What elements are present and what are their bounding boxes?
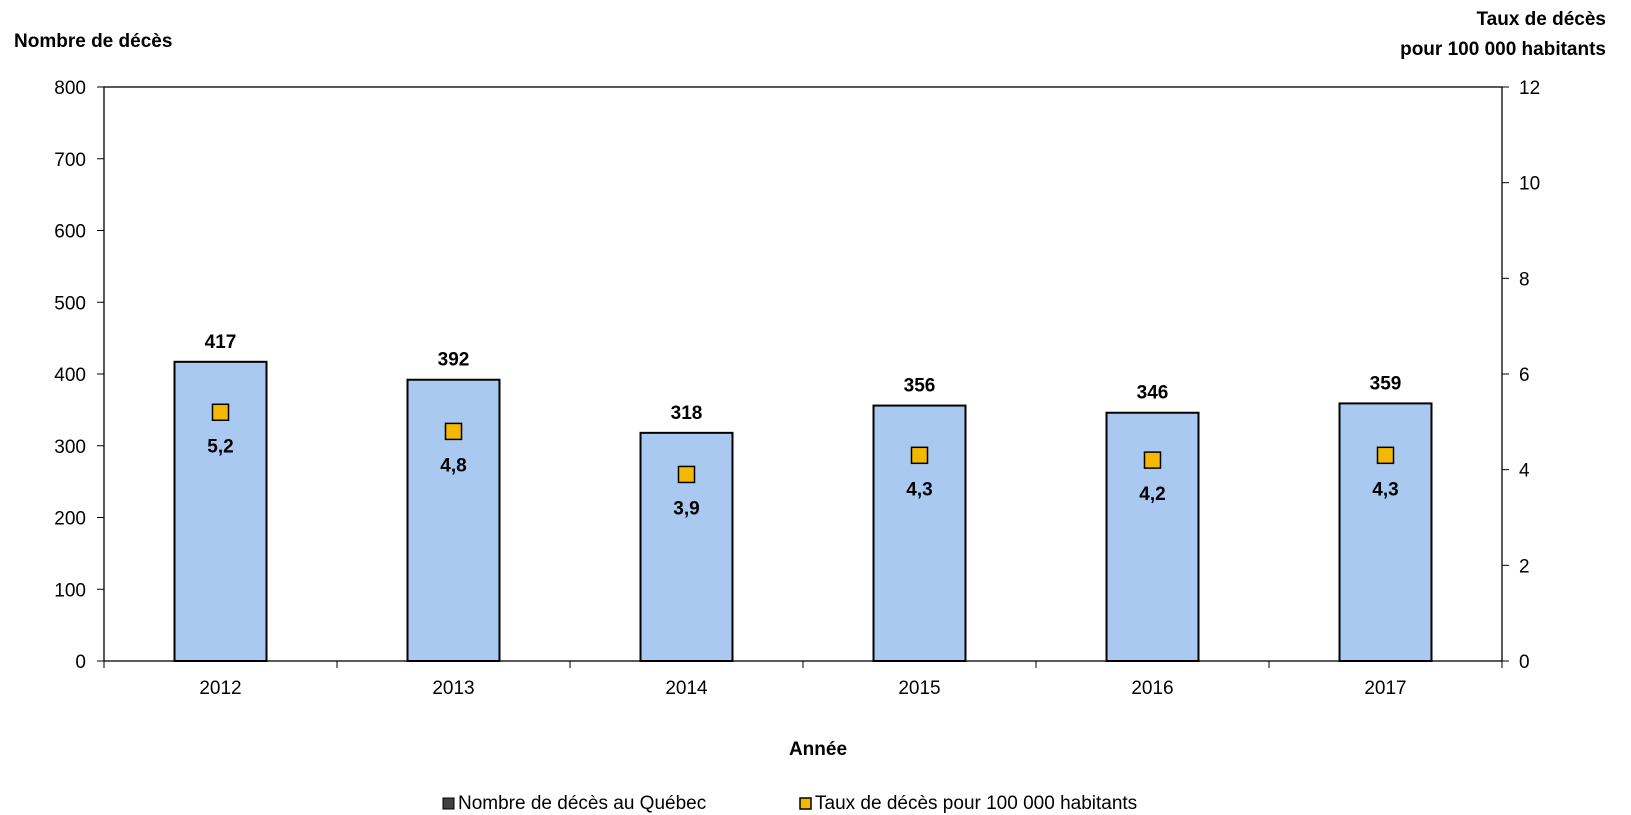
bar-value-label: 318	[671, 403, 703, 424]
x-tick-label: 2016	[1131, 678, 1173, 699]
rate-value-label: 4,2	[1139, 484, 1165, 505]
y-axis-title-left: Nombre de décès	[14, 31, 172, 52]
bar-value-label: 359	[1370, 373, 1402, 394]
bar-value-label: 356	[904, 376, 936, 397]
y-tick-label-left: 500	[54, 293, 86, 314]
y-tick-label-left: 600	[54, 222, 86, 243]
plot-frame	[103, 86, 1503, 662]
plot-area: 0 100 200 300 400 500 600 700 800 0 2 4 6 8 10 12 417 5,2…	[54, 78, 1540, 699]
bar	[406, 378, 501, 662]
y-tick-label-right: 0	[1519, 652, 1530, 673]
bar	[872, 404, 967, 662]
rate-value-label: 4,3	[906, 479, 932, 500]
rate-value-label: 5,2	[207, 436, 233, 457]
y-tick-label-right: 12	[1519, 78, 1540, 99]
rate-marker	[1143, 451, 1162, 469]
rate-value-label: 4,3	[1372, 479, 1398, 500]
legend-swatch-markers	[799, 797, 812, 810]
x-tick-label: 2015	[898, 678, 940, 699]
legend-label-bars: Nombre de décès au Québec	[458, 793, 706, 814]
bar	[1105, 411, 1200, 662]
legend-swatch-bars	[442, 797, 455, 810]
x-tick-label: 2017	[1364, 678, 1406, 699]
y-tick-label-right: 10	[1519, 174, 1540, 195]
x-tick-label: 2014	[665, 678, 708, 699]
rate-marker	[677, 465, 696, 484]
y-tick-label-right: 4	[1519, 461, 1530, 482]
rate-marker	[211, 403, 230, 422]
y-axis-title-right-line1: Taux de décès	[1476, 9, 1606, 30]
y-tick-label-left: 400	[54, 365, 86, 386]
x-axis-title: Année	[789, 739, 847, 760]
bar-value-label: 392	[438, 350, 470, 371]
legend-label-markers: Taux de décès pour 100 000 habitants	[815, 793, 1137, 814]
y-tick-label-left: 800	[54, 78, 86, 99]
bar-value-label: 346	[1137, 383, 1169, 404]
legend: Nombre de décès au Québec Taux de décès …	[442, 793, 1137, 814]
rate-marker	[444, 422, 463, 441]
bar	[1338, 402, 1433, 662]
rate-marker	[910, 446, 929, 465]
rate-value-label: 4,8	[440, 455, 466, 476]
y-tick-label-left: 0	[75, 652, 86, 673]
y-tick-label-left: 300	[54, 437, 86, 458]
y-axis-title-right-line2: pour 100 000 habitants	[1400, 39, 1606, 60]
y-tick-label-left: 700	[54, 150, 86, 171]
y-tick-label-right: 6	[1519, 365, 1530, 386]
rate-marker	[1376, 446, 1395, 465]
y-tick-label-left: 200	[54, 509, 86, 530]
y-tick-label-right: 2	[1519, 556, 1530, 577]
y-tick-label-left: 100	[54, 580, 86, 601]
rate-value-label: 3,9	[673, 498, 699, 519]
x-tick-label: 2012	[199, 678, 241, 699]
y-tick-label-right: 8	[1519, 269, 1530, 290]
x-tick-label: 2013	[432, 678, 474, 699]
bar-value-label: 417	[205, 332, 237, 353]
